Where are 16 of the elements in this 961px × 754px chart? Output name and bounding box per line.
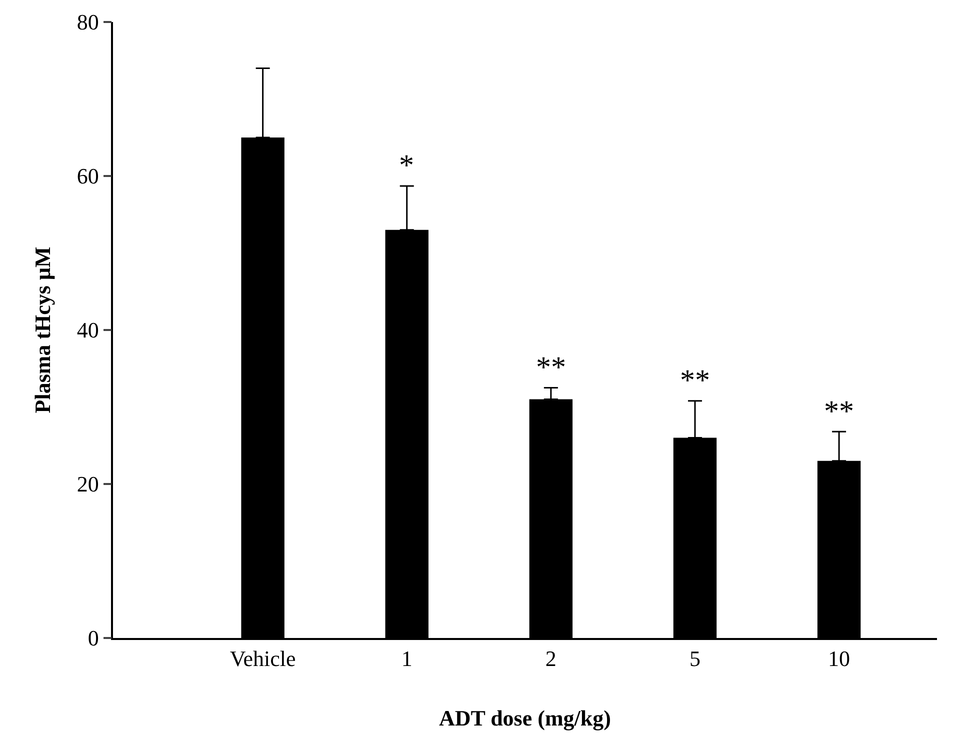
x-tick-label: 5	[689, 646, 700, 672]
annotation: **	[536, 351, 566, 384]
x-tick-label: 10	[828, 646, 850, 672]
annotation: **	[680, 364, 710, 397]
annotation: **	[824, 395, 854, 428]
y-tick-label: 0	[88, 626, 99, 651]
y-tick-label: 80	[76, 10, 99, 35]
x-tick-label: 1	[401, 646, 412, 672]
annotation: *	[399, 149, 414, 182]
x-tick-label: 2	[545, 646, 556, 672]
y-axis-title: Plasma tHcys μM	[30, 246, 56, 414]
x-axis-title: ADT dose (mg/kg)	[439, 706, 611, 731]
y-tick-label: 20	[76, 472, 99, 497]
y-tick-label: 40	[76, 318, 99, 343]
y-tick-label: 60	[76, 164, 99, 189]
x-tick-label: Vehicle	[230, 646, 296, 672]
